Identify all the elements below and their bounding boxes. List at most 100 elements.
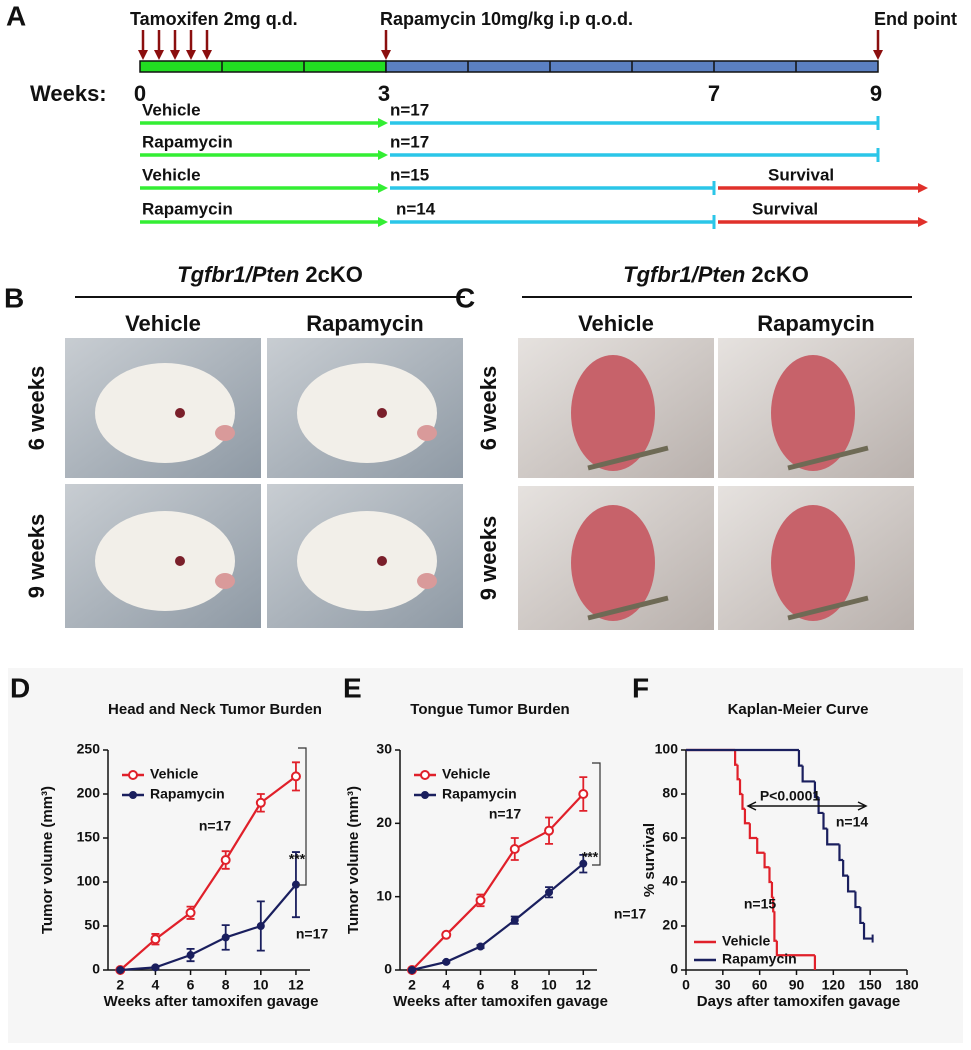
chart-title: Head and Neck Tumor Burden: [108, 701, 322, 718]
data-point: [476, 942, 485, 951]
data-point: [290, 771, 301, 782]
row-label: 6 weeks: [24, 366, 49, 450]
dose-arrow-head: [154, 50, 164, 60]
survival-step: [862, 922, 873, 940]
x-tick-label: 12: [288, 977, 304, 993]
chart-title: Kaplan-Meier Curve: [728, 701, 869, 718]
photo-subject: [571, 355, 655, 471]
group-name: Rapamycin: [142, 132, 233, 151]
data-point: [579, 859, 588, 868]
induction-arrow-head: [378, 183, 388, 193]
photo-nose: [417, 425, 437, 441]
survival-step: [756, 838, 765, 854]
photo-subject: [95, 363, 235, 463]
group-name: Rapamycin: [142, 199, 233, 218]
photo-eye: [175, 556, 185, 566]
x-tick-label: 8: [222, 977, 230, 993]
panel-label: E: [343, 672, 362, 703]
photo-eye: [377, 408, 387, 418]
y-axis-label: Tumor volume (mm³): [39, 786, 56, 934]
x-tick-label: 90: [789, 977, 805, 993]
survival-step: [822, 812, 828, 830]
chart-title: Tongue Tumor Burden: [410, 701, 569, 718]
panel-label: B: [4, 282, 24, 313]
legend-label: Vehicle: [150, 766, 198, 782]
week-mark: 7: [708, 81, 720, 106]
x-tick-label: 10: [541, 977, 557, 993]
y-tick-label: 100: [77, 873, 101, 889]
y-tick-label: 20: [376, 814, 392, 830]
timeline-green: [139, 60, 387, 73]
data-point: [475, 895, 486, 906]
photo-eye: [377, 556, 387, 566]
x-axis-label: Weeks after tamoxifen gavage: [393, 993, 608, 1010]
y-axis-label: Tumor volume (mm³): [345, 786, 362, 934]
legend-label: Rapamycin: [442, 786, 517, 802]
x-tick-label: 180: [895, 977, 919, 993]
legend-label: Vehicle: [442, 766, 490, 782]
week-mark: 9: [870, 81, 882, 106]
y-tick-label: 80: [662, 785, 678, 801]
dose-arrow-head: [202, 50, 212, 60]
x-tick-label: 6: [477, 977, 485, 993]
survival-step: [854, 891, 861, 909]
data-point: [578, 789, 589, 799]
y-tick-label: 10: [376, 887, 392, 903]
photo-nose: [215, 573, 235, 589]
annotation: n=14: [836, 814, 869, 830]
survival-step: [743, 808, 750, 825]
survival-step: [846, 875, 856, 893]
timeline-label: Tamoxifen 2mg q.d.: [130, 9, 298, 29]
column-label: Rapamycin: [757, 311, 874, 336]
x-tick-label: 10: [253, 977, 269, 993]
survival-step: [838, 844, 844, 862]
series-line: [119, 775, 297, 971]
x-tick-label: 120: [822, 977, 846, 993]
significance-bracket: [298, 747, 307, 886]
panel-title: Tgfbr1/Pten 2cKO: [623, 262, 809, 287]
series-line: [120, 883, 297, 972]
y-tick-label: 30: [376, 741, 392, 757]
data-point: [185, 907, 196, 918]
x-tick-label: 60: [752, 977, 768, 993]
x-tick-label: 2: [408, 977, 416, 993]
group-n: n=14: [396, 199, 436, 218]
panel-label: A: [6, 0, 26, 31]
photo-subject: [771, 505, 855, 621]
x-tick-label: 8: [511, 977, 519, 993]
y-tick-label: 40: [662, 873, 678, 889]
title-suffix: 2cKO: [751, 262, 808, 287]
annotation: ***: [582, 849, 599, 865]
data-point: [116, 966, 125, 974]
column-label: Vehicle: [125, 311, 201, 336]
legend-marker: [129, 791, 137, 799]
survival-label: Survival: [768, 165, 834, 184]
photo-subject: [771, 355, 855, 471]
annotation: n=17: [296, 926, 329, 942]
annotation: n=17: [614, 906, 647, 922]
title-gene: Tgfbr1/Pten: [623, 262, 745, 287]
group-n: n=15: [390, 165, 429, 184]
dose-arrow-head: [170, 50, 180, 60]
y-tick-label: 0: [670, 961, 678, 977]
survival-step: [775, 940, 815, 957]
legend-marker: [420, 770, 430, 780]
x-axis-label: Days after tamoxifen gavage: [697, 993, 900, 1010]
x-tick-label: 30: [715, 977, 731, 993]
y-tick-label: 100: [655, 741, 679, 757]
photo-subject: [297, 511, 437, 611]
legend-label: Rapamycin: [150, 786, 225, 802]
y-tick-label: 0: [384, 961, 392, 977]
annotation: n=15: [744, 896, 777, 912]
survival-arrow-head: [918, 183, 928, 193]
data-point: [256, 922, 265, 930]
induction-arrow-head: [378, 118, 388, 128]
data-point: [186, 951, 195, 960]
row-label: 9 weeks: [476, 516, 501, 600]
data-point: [510, 916, 519, 925]
title-gene: Tgfbr1/Pten: [177, 262, 299, 287]
survival-step: [813, 781, 819, 799]
survival-step: [842, 860, 849, 877]
panel-title: Tgfbr1/Pten 2cKO: [177, 262, 363, 287]
